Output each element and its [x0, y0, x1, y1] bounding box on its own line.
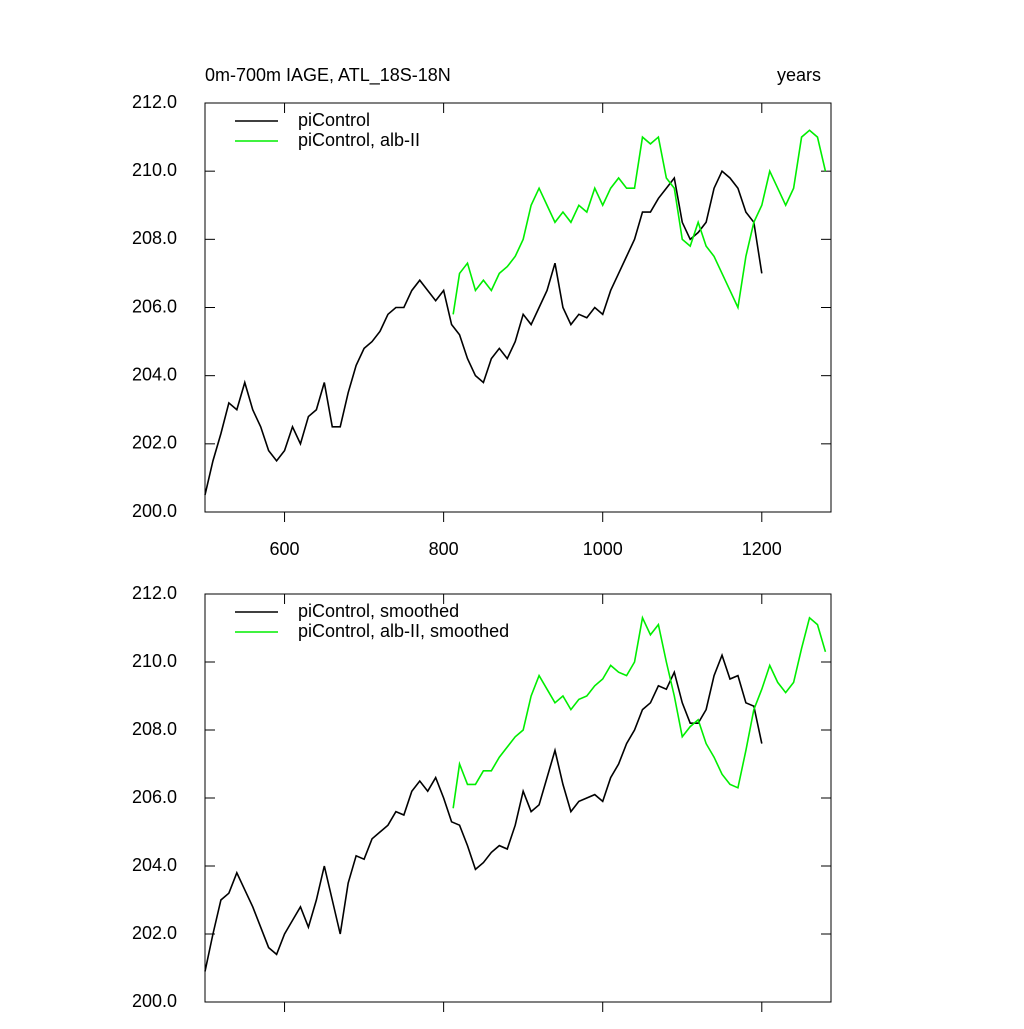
chart-title: 0m-700m IAGE, ATL_18S-18N — [205, 65, 451, 86]
y-tick-label: 206.0 — [132, 296, 177, 316]
x-tick-label: 800 — [429, 539, 459, 559]
y-tick-label: 210.0 — [132, 160, 177, 180]
data-line — [204, 652, 763, 972]
y-tick-label: 204.0 — [132, 364, 177, 384]
y-tick-label: 208.0 — [132, 719, 177, 739]
y-tick-label: 208.0 — [132, 228, 177, 248]
y-tick-label: 200.0 — [132, 501, 177, 521]
x-tick-label: 600 — [270, 539, 300, 559]
data-line — [204, 169, 763, 496]
x-tick-label: 1200 — [742, 539, 782, 559]
plot-frame — [204, 593, 832, 1003]
y-tick-label: 206.0 — [132, 787, 177, 807]
legend-label: piControl, smoothed — [298, 601, 459, 621]
y-tick-label: 204.0 — [132, 855, 177, 875]
legend-label: piControl, alb-II — [298, 130, 420, 150]
x-tick-label: 1000 — [583, 539, 623, 559]
y-tick-label: 202.0 — [132, 433, 177, 453]
y-tick-label: 200.0 — [132, 991, 177, 1011]
legend-label: piControl — [298, 110, 370, 130]
units-label: years — [777, 65, 821, 85]
y-tick-label: 210.0 — [132, 651, 177, 671]
data-line — [452, 129, 827, 315]
legend-label: piControl, alb-II, smoothed — [298, 621, 509, 641]
y-tick-label: 212.0 — [132, 583, 177, 603]
data-line — [452, 615, 827, 809]
y-tick-label: 212.0 — [132, 92, 177, 112]
y-tick-label: 202.0 — [132, 923, 177, 943]
